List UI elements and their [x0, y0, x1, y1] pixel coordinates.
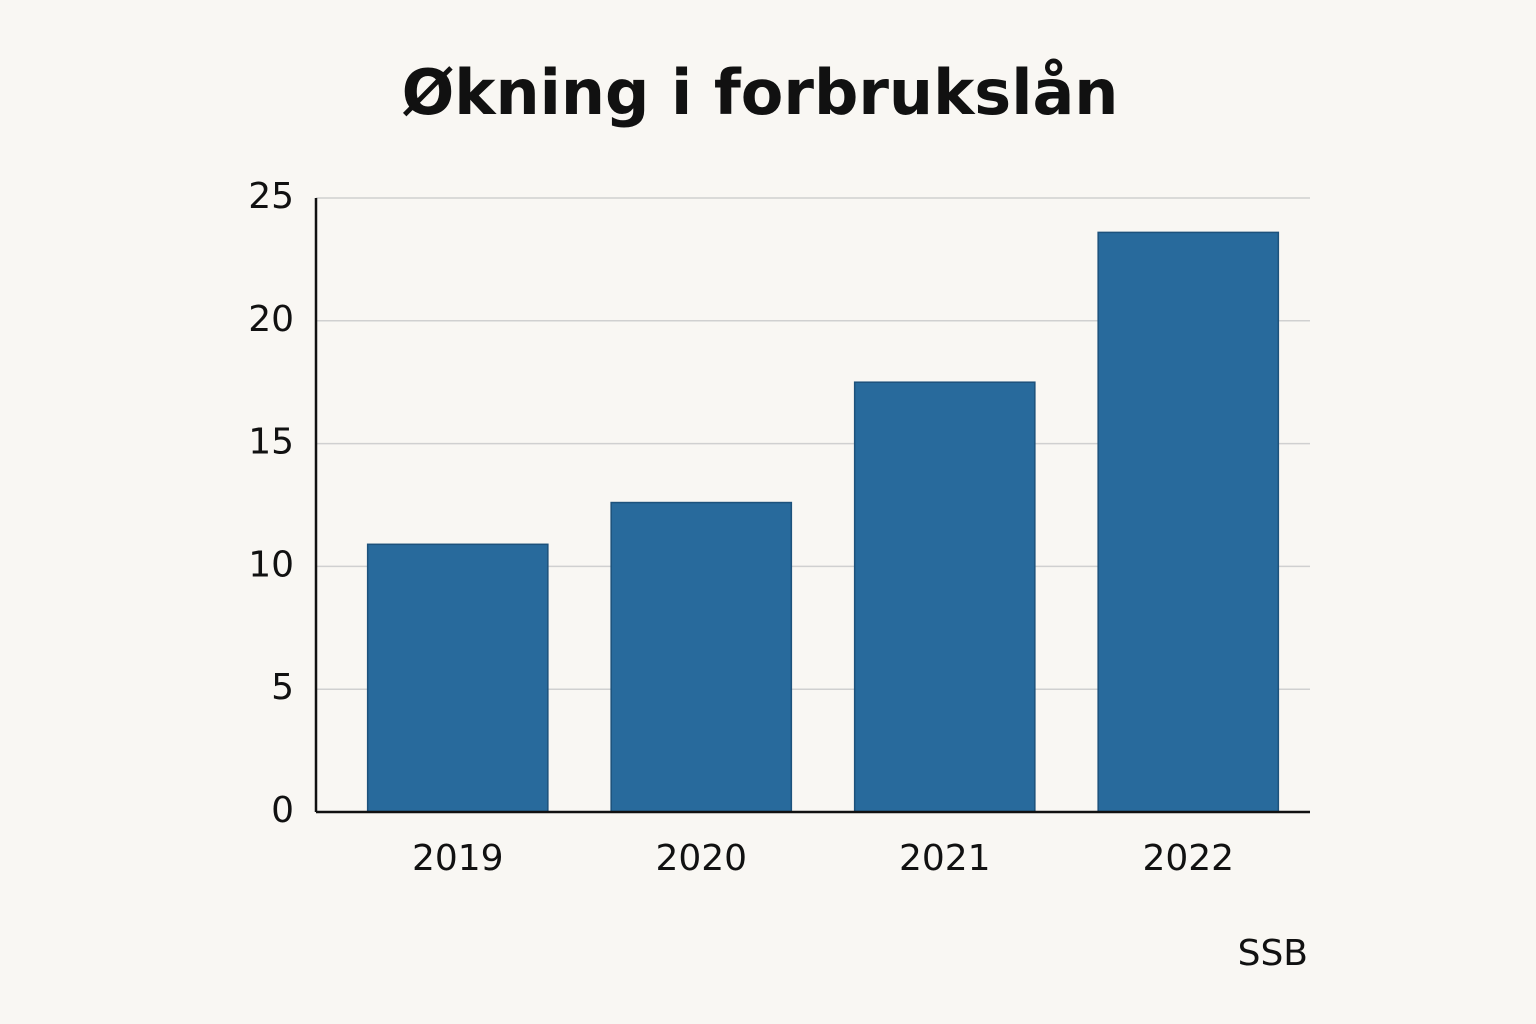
bar — [366, 543, 549, 813]
x-tick-label: 2020 — [655, 838, 747, 879]
chart-title: Økning i forbrukslån — [402, 56, 1119, 129]
source: SSB — [1238, 933, 1308, 974]
bar — [853, 381, 1036, 813]
y-tick-label: 25 — [248, 176, 294, 217]
bar — [1097, 231, 1280, 813]
x-tick-label: 2019 — [412, 838, 504, 879]
y-tick-label: 20 — [248, 299, 294, 340]
x-tick-label: 2022 — [1142, 838, 1234, 879]
y-tick-label: 0 — [271, 790, 294, 831]
bar — [610, 501, 793, 813]
x-tick-label: 2021 — [899, 838, 991, 879]
y-tick-label: 10 — [248, 544, 294, 585]
y-tick-label: 15 — [248, 422, 294, 463]
y-tick-label: 5 — [271, 667, 294, 708]
